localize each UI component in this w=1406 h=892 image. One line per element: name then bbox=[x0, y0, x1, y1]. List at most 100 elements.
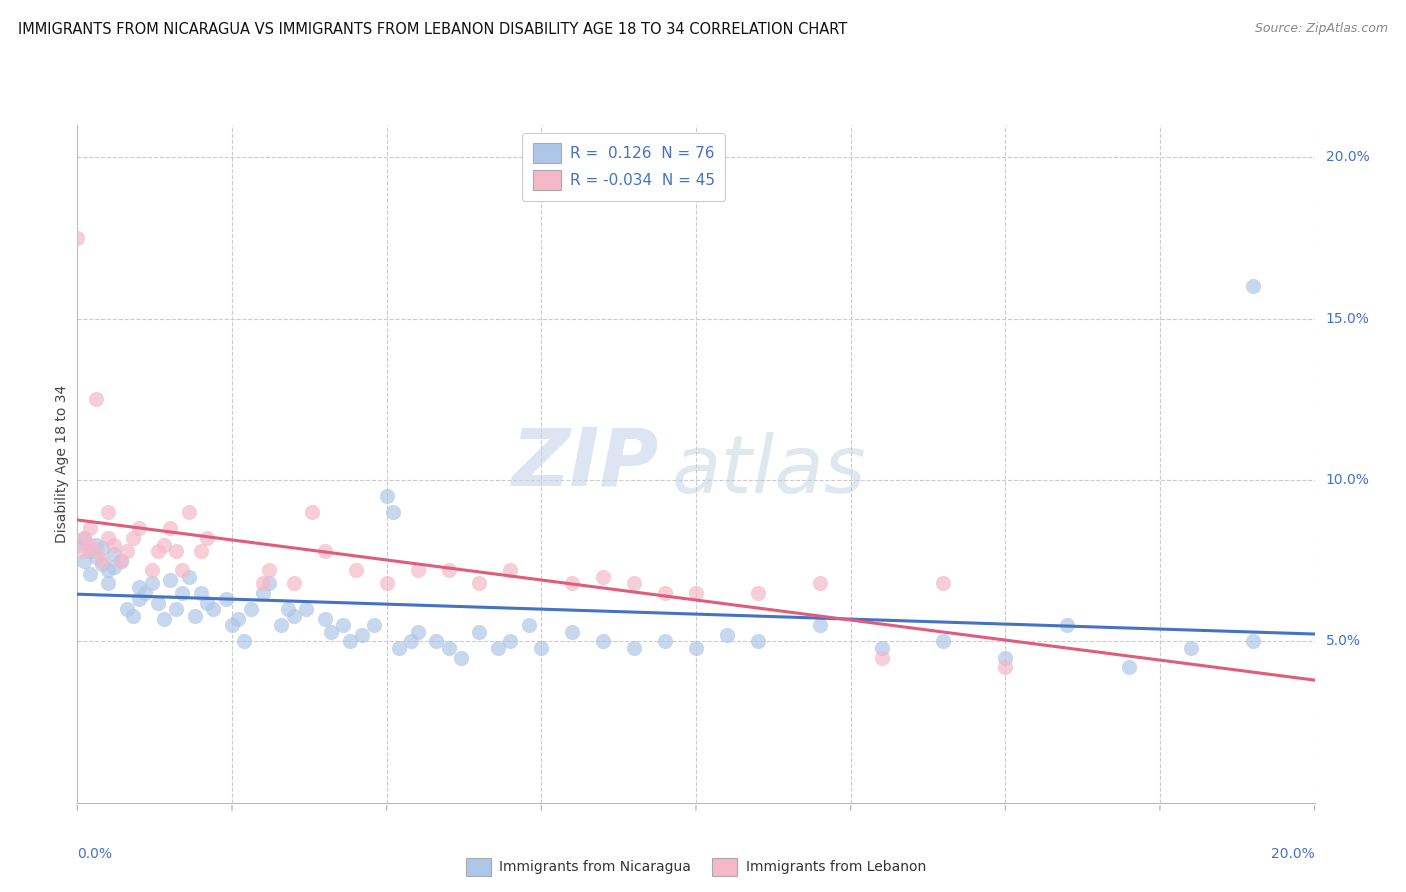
Point bbox=[239, 602, 262, 616]
Point bbox=[72, 531, 94, 545]
Point bbox=[592, 634, 614, 648]
Point bbox=[747, 586, 769, 600]
Point bbox=[1241, 634, 1264, 648]
Point bbox=[1241, 279, 1264, 293]
Text: 20.0%: 20.0% bbox=[1326, 150, 1369, 164]
Text: 20.0%: 20.0% bbox=[1271, 847, 1315, 861]
Point bbox=[66, 231, 89, 245]
Point bbox=[319, 624, 342, 639]
Point bbox=[184, 608, 207, 623]
Point bbox=[1056, 618, 1078, 632]
Point bbox=[97, 576, 120, 591]
Point bbox=[159, 521, 181, 535]
Point bbox=[450, 650, 472, 665]
Point bbox=[530, 640, 553, 655]
Point bbox=[654, 634, 676, 648]
Point bbox=[141, 576, 163, 591]
Point bbox=[91, 541, 114, 555]
Point bbox=[91, 557, 114, 571]
Point bbox=[406, 624, 429, 639]
Text: 5.0%: 5.0% bbox=[1326, 634, 1361, 648]
Point bbox=[654, 586, 676, 600]
Point bbox=[517, 618, 540, 632]
Point bbox=[122, 531, 145, 545]
Point bbox=[623, 576, 645, 591]
Point bbox=[79, 521, 101, 535]
Point bbox=[91, 554, 114, 568]
Point bbox=[103, 547, 125, 561]
Point bbox=[301, 505, 323, 519]
Point bbox=[221, 618, 243, 632]
Point bbox=[344, 563, 367, 577]
Point bbox=[363, 618, 385, 632]
Point bbox=[252, 576, 274, 591]
Point bbox=[103, 560, 125, 574]
Point bbox=[153, 612, 176, 626]
Point bbox=[401, 634, 423, 648]
Text: 0.0%: 0.0% bbox=[77, 847, 112, 861]
Point bbox=[425, 634, 447, 648]
Point bbox=[190, 544, 212, 558]
Text: atlas: atlas bbox=[671, 432, 866, 509]
Text: ZIP: ZIP bbox=[512, 425, 659, 503]
Point bbox=[233, 634, 256, 648]
Point bbox=[97, 531, 120, 545]
Point bbox=[79, 566, 101, 581]
Point bbox=[103, 537, 125, 551]
Point bbox=[172, 563, 194, 577]
Text: 15.0%: 15.0% bbox=[1326, 311, 1369, 326]
Point bbox=[110, 554, 132, 568]
Point bbox=[437, 640, 460, 655]
Point bbox=[314, 544, 336, 558]
Point bbox=[283, 576, 305, 591]
Point bbox=[592, 570, 614, 584]
Point bbox=[141, 563, 163, 577]
Point bbox=[375, 576, 398, 591]
Point bbox=[252, 586, 274, 600]
Point bbox=[468, 624, 491, 639]
Point bbox=[1118, 660, 1140, 674]
Point bbox=[79, 544, 101, 558]
Point bbox=[128, 592, 150, 607]
Point bbox=[808, 618, 831, 632]
Point bbox=[128, 521, 150, 535]
Point bbox=[146, 544, 169, 558]
Point bbox=[350, 628, 373, 642]
Point bbox=[623, 640, 645, 655]
Point bbox=[202, 602, 225, 616]
Point bbox=[146, 596, 169, 610]
Text: Source: ZipAtlas.com: Source: ZipAtlas.com bbox=[1254, 22, 1388, 36]
Point bbox=[190, 586, 212, 600]
Point bbox=[932, 576, 955, 591]
Point bbox=[72, 544, 94, 558]
Point bbox=[72, 531, 94, 545]
Point bbox=[561, 576, 583, 591]
Point bbox=[808, 576, 831, 591]
Point bbox=[110, 554, 132, 568]
Point bbox=[97, 563, 120, 577]
Point bbox=[685, 586, 707, 600]
Point bbox=[561, 624, 583, 639]
Point bbox=[84, 392, 107, 407]
Point bbox=[153, 537, 176, 551]
Point bbox=[870, 650, 893, 665]
Point bbox=[84, 537, 107, 551]
Point bbox=[177, 570, 200, 584]
Legend: Immigrants from Nicaragua, Immigrants from Lebanon: Immigrants from Nicaragua, Immigrants fr… bbox=[458, 849, 934, 884]
Point bbox=[375, 489, 398, 503]
Point bbox=[437, 563, 460, 577]
Point bbox=[72, 554, 94, 568]
Point bbox=[165, 602, 187, 616]
Point bbox=[226, 612, 249, 626]
Point bbox=[165, 544, 187, 558]
Point bbox=[270, 618, 292, 632]
Point bbox=[339, 634, 361, 648]
Point bbox=[870, 640, 893, 655]
Point bbox=[134, 586, 156, 600]
Point bbox=[1180, 640, 1202, 655]
Text: 10.0%: 10.0% bbox=[1326, 473, 1369, 487]
Point bbox=[406, 563, 429, 577]
Point bbox=[499, 634, 522, 648]
Point bbox=[295, 602, 318, 616]
Point bbox=[499, 563, 522, 577]
